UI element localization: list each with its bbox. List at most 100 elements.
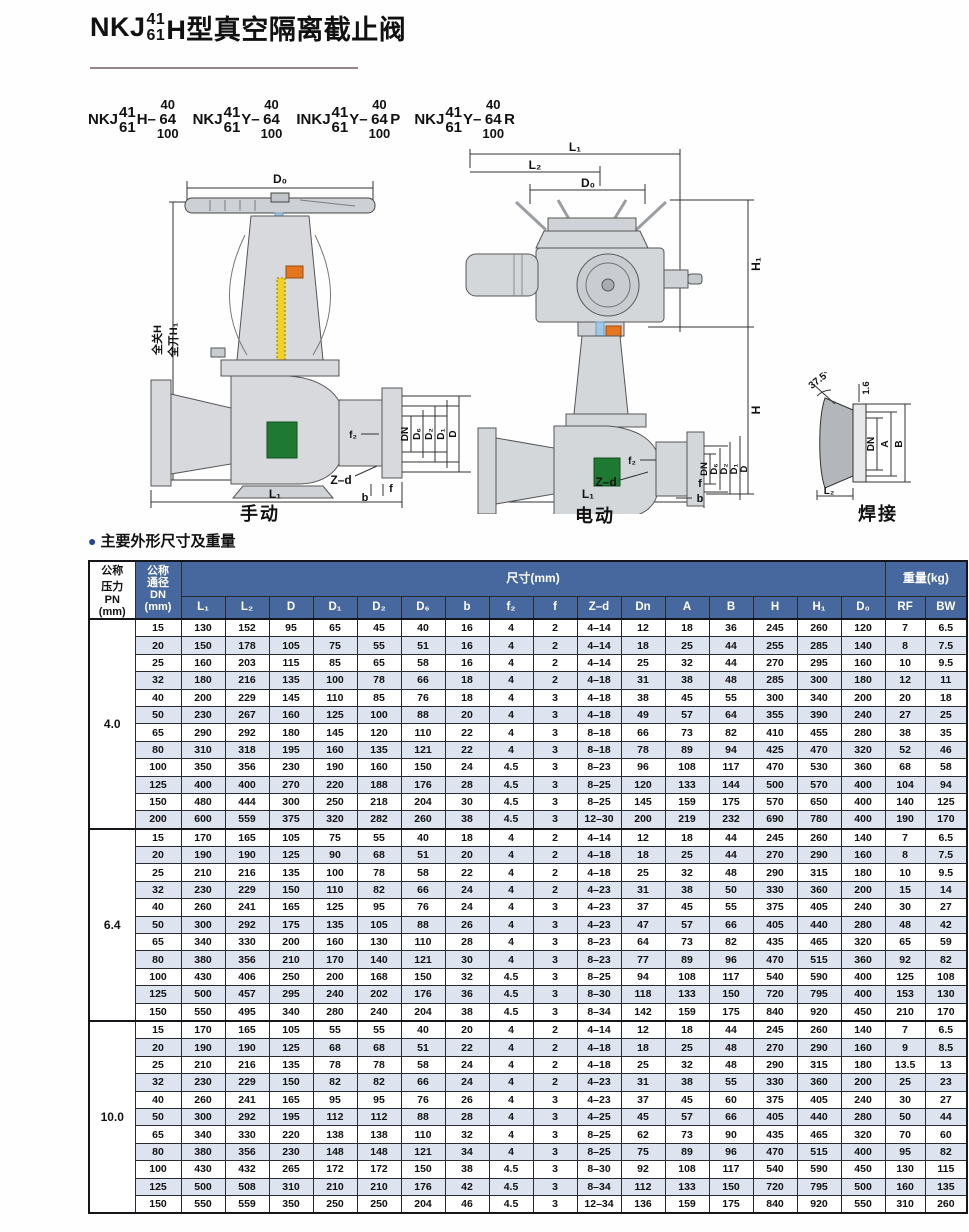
value-cell: 190 bbox=[884, 810, 926, 830]
value-cell: 200 bbox=[840, 1073, 886, 1092]
value-cell: 8–34 bbox=[576, 1002, 622, 1022]
value-cell: 140 bbox=[840, 1019, 886, 1040]
value-cell: 4–18 bbox=[576, 1038, 622, 1057]
weld-dn-label: DN bbox=[866, 437, 877, 451]
value-cell: 55 bbox=[356, 1019, 402, 1040]
value-cell: 375 bbox=[268, 810, 314, 830]
value-cell: 3 bbox=[532, 933, 578, 952]
value-cell: 24 bbox=[444, 758, 490, 777]
value-cell: 8–30 bbox=[576, 1160, 622, 1179]
value-cell: 38 bbox=[884, 723, 926, 742]
value-cell: 4–25 bbox=[576, 1107, 622, 1127]
column-header: Z–d bbox=[576, 595, 622, 620]
value-cell: 245 bbox=[752, 827, 798, 848]
value-cell: 150 bbox=[400, 758, 446, 777]
dim-zd-label: Z–d bbox=[595, 475, 616, 489]
value-cell: 4–14 bbox=[576, 636, 622, 655]
value-cell: 18 bbox=[620, 1038, 666, 1057]
value-cell: 59 bbox=[924, 933, 968, 952]
value-cell: 280 bbox=[840, 1107, 886, 1127]
value-cell: 80 bbox=[134, 740, 182, 760]
value-cell: 405 bbox=[796, 1090, 842, 1109]
value-cell: 170 bbox=[180, 1019, 226, 1040]
value-cell: 65 bbox=[356, 653, 402, 673]
value-cell: 153 bbox=[884, 985, 926, 1004]
header-pn: 公称 压力 PN (mm) bbox=[88, 560, 136, 620]
value-cell: 720 bbox=[752, 985, 798, 1004]
value-cell: 82 bbox=[356, 1073, 402, 1092]
value-cell: 4 bbox=[488, 846, 534, 865]
value-cell: 90 bbox=[708, 1125, 754, 1144]
value-cell: 550 bbox=[180, 1002, 226, 1022]
dim-d1-label: D₁ bbox=[729, 464, 740, 475]
table-row: 80 380 356 210 170 140 121 30 4 3 8–23 77 89 96 470 515… bbox=[89, 950, 968, 969]
value-cell: 78 bbox=[620, 740, 666, 760]
value-cell: 220 bbox=[312, 775, 358, 794]
table-row: 40 260 241 165 95 95 76 26 4 3 4–23 37 45 60 375 405 240… bbox=[89, 1090, 968, 1109]
value-cell: 515 bbox=[796, 1142, 842, 1162]
value-cell: 14 bbox=[924, 880, 968, 900]
value-cell: 4–23 bbox=[576, 1073, 622, 1092]
value-cell: 140 bbox=[840, 636, 886, 655]
value-cell: 380 bbox=[180, 950, 226, 969]
value-cell: 3 bbox=[532, 688, 578, 707]
value-cell: 96 bbox=[620, 758, 666, 777]
value-cell: 60 bbox=[924, 1125, 968, 1144]
value-cell: 160 bbox=[356, 758, 402, 777]
value-cell: 4.5 bbox=[488, 758, 534, 777]
value-cell: 550 bbox=[180, 1194, 226, 1214]
value-cell: 40 bbox=[134, 1090, 182, 1109]
value-cell: 95 bbox=[884, 1142, 926, 1162]
value-cell: 105 bbox=[268, 636, 314, 655]
value-cell: 4 bbox=[488, 1142, 534, 1162]
value-cell: 200 bbox=[620, 810, 666, 830]
value-cell: 32 bbox=[664, 1055, 710, 1075]
value-cell: 4.5 bbox=[488, 792, 534, 812]
dim-f-label: f bbox=[389, 483, 393, 495]
value-cell: 47 bbox=[620, 915, 666, 935]
electric-valve-drawing: L₁ L₂ D₀ H₁ H DN D₆ D₂ D₁ D f₂ Z–d f b L… bbox=[448, 140, 778, 519]
value-cell: 176 bbox=[400, 1177, 446, 1196]
value-cell: 8–23 bbox=[576, 950, 622, 969]
value-cell: 285 bbox=[752, 671, 798, 690]
value-cell: 405 bbox=[752, 1107, 798, 1127]
value-cell: 465 bbox=[796, 933, 842, 952]
value-cell: 50 bbox=[134, 705, 182, 725]
value-cell: 12 bbox=[620, 618, 666, 638]
value-cell: 25 bbox=[884, 1073, 926, 1092]
value-cell: 2 bbox=[532, 880, 578, 900]
value-cell: 37 bbox=[620, 1090, 666, 1109]
value-cell: 320 bbox=[312, 810, 358, 830]
dim-dn-label: DN bbox=[400, 427, 411, 441]
value-cell: 23 bbox=[924, 1073, 968, 1092]
value-cell: 89 bbox=[664, 950, 710, 969]
dim-closed-h-label: 全关H bbox=[150, 325, 164, 356]
value-cell: 36 bbox=[444, 985, 490, 1004]
value-cell: 50 bbox=[134, 1107, 182, 1127]
value-cell: 125 bbox=[134, 985, 182, 1004]
value-cell: 121 bbox=[400, 740, 446, 760]
value-cell: 4.5 bbox=[488, 1002, 534, 1022]
value-cell: 435 bbox=[752, 933, 798, 952]
value-cell: 57 bbox=[664, 705, 710, 725]
value-cell: 229 bbox=[224, 880, 270, 900]
table-row: 50 300 292 175 135 105 88 26 4 3 4–23 47 57 66 405 440 2… bbox=[89, 915, 968, 935]
value-cell: 204 bbox=[400, 792, 446, 812]
value-cell: 190 bbox=[224, 846, 270, 865]
value-cell: 25 bbox=[664, 1038, 710, 1057]
value-cell: 170 bbox=[924, 1002, 968, 1022]
value-cell: 22 bbox=[444, 863, 490, 882]
column-header: H₁ bbox=[796, 595, 842, 620]
value-cell: 4.5 bbox=[488, 775, 534, 794]
value-cell: 64 bbox=[708, 705, 754, 725]
header-size: 尺寸(mm) bbox=[180, 560, 886, 597]
value-cell: 3 bbox=[532, 1090, 578, 1109]
value-cell: 32 bbox=[664, 653, 710, 673]
value-cell: 51 bbox=[400, 1038, 446, 1057]
value-cell: 18 bbox=[444, 827, 490, 848]
value-cell: 65 bbox=[134, 1125, 182, 1144]
value-cell: 310 bbox=[180, 740, 226, 760]
value-cell: 320 bbox=[840, 933, 886, 952]
table-row: 4.0 15 130 152 95 65 45 40 16 4 2 4–14 12 18 36 245 260 1… bbox=[88, 618, 968, 830]
value-cell: 188 bbox=[356, 775, 402, 794]
